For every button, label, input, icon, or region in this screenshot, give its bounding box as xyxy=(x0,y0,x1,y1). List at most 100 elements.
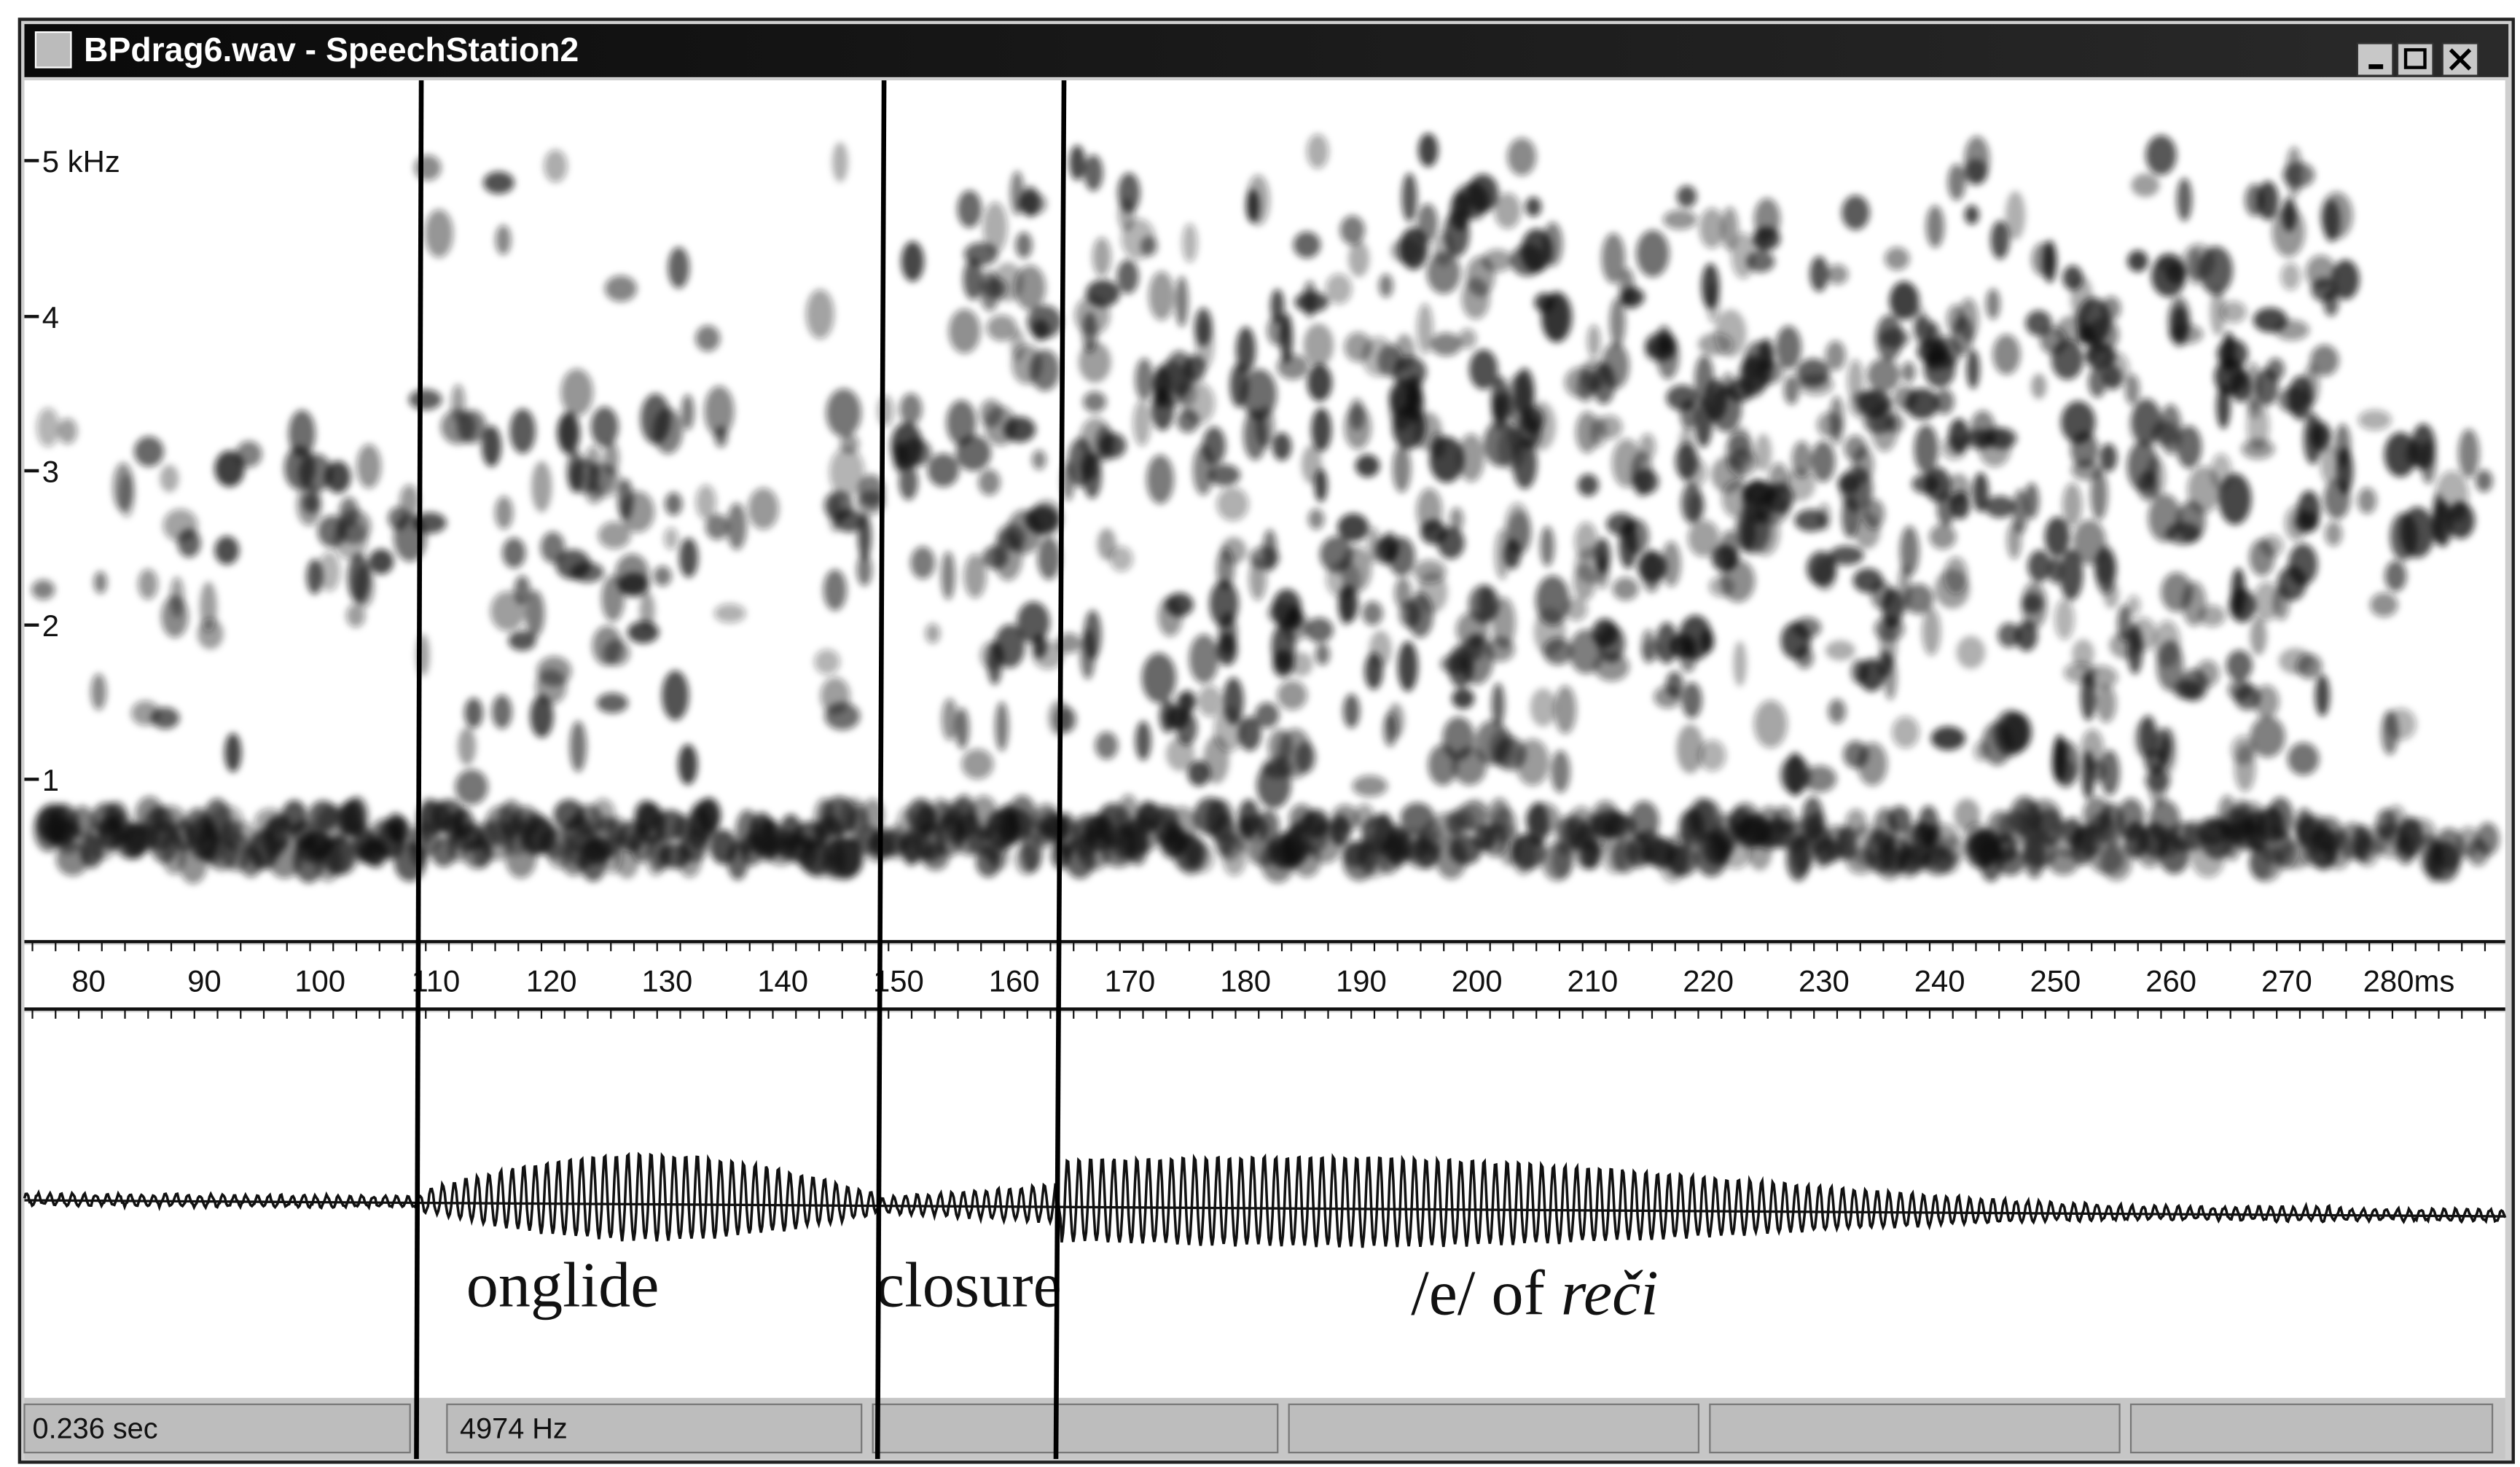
spectrogram-blob xyxy=(1294,232,1321,258)
spectrogram-blob xyxy=(119,474,135,517)
spectrogram-blob xyxy=(1857,390,1891,417)
spectrogram-blob xyxy=(2096,685,2116,723)
spectrogram-blob xyxy=(2045,517,2070,557)
spectrogram-blob xyxy=(1784,375,1799,404)
status-cell xyxy=(873,1404,1278,1452)
minimize-button[interactable] xyxy=(2357,44,2393,76)
spectrogram-blob xyxy=(1636,230,1669,278)
spectrogram-blob xyxy=(1084,154,1103,191)
spectrogram-blob xyxy=(1598,625,1625,662)
spectrogram-blob xyxy=(1030,349,1060,391)
spectrogram-blob xyxy=(1677,186,1697,208)
spectrogram-blob xyxy=(2311,278,2337,301)
spectrogram-blob xyxy=(1095,732,1119,759)
spectrogram-blob xyxy=(2304,413,2323,465)
spectrogram-blob xyxy=(1702,263,1720,309)
spectrogram-blob xyxy=(1948,164,1966,200)
spectrogram-blob xyxy=(1303,324,1334,367)
spectrogram-blob xyxy=(1853,568,1883,593)
spectrogram-blob xyxy=(2101,296,2121,321)
spectrogram-blob xyxy=(531,461,552,512)
spectrogram-blob xyxy=(824,491,853,520)
spectrogram-blob xyxy=(1965,206,1979,224)
spectrogram-blob xyxy=(1826,340,1846,370)
time-label: 220 xyxy=(1683,963,1734,998)
spectrogram-blob xyxy=(1462,278,1490,319)
spectrogram-blob xyxy=(1457,434,1484,482)
spectrogram-blob xyxy=(2134,719,2156,759)
spectrogram-blob xyxy=(2247,399,2262,418)
spectrogram-blob xyxy=(160,465,179,493)
spectrogram-blob xyxy=(1482,249,1513,272)
spectrogram-blob xyxy=(224,733,241,772)
spectrogram-blob xyxy=(1303,281,1317,318)
spectrogram-blob xyxy=(1854,512,1880,549)
spectrogram-blob xyxy=(425,209,453,257)
spectrogram-blob xyxy=(1994,710,2028,756)
spectrogram-blob xyxy=(492,695,512,729)
status-time: 0.236 sec xyxy=(33,1412,158,1444)
spectrogram-blob xyxy=(1885,247,1909,270)
spectrogram-blob xyxy=(1596,558,1609,590)
spectrogram-blob xyxy=(557,412,580,455)
spectrogram-blob xyxy=(1217,488,1249,521)
spectrogram-blob xyxy=(530,695,553,738)
spectrogram-blob xyxy=(1326,273,1352,304)
spectrogram-blob xyxy=(1243,410,1267,461)
spectrogram-blob xyxy=(2153,620,2180,668)
spectrogram-blob xyxy=(1249,558,1267,601)
time-label: 80 xyxy=(71,963,106,998)
spectrogram-blob xyxy=(1377,345,1403,377)
spectrogram-blob xyxy=(1458,182,1489,221)
spectrogram-blob xyxy=(1917,340,1949,364)
spectrogram-blob xyxy=(346,603,365,627)
spectrogram-blob xyxy=(318,515,347,547)
spectrogram-blob xyxy=(2253,685,2279,719)
spectrogram-blob xyxy=(2272,206,2305,257)
app-icon xyxy=(36,32,71,68)
status-cell xyxy=(1710,1404,2119,1452)
spectrogram-blob xyxy=(857,554,872,586)
spectrogram-blob xyxy=(1535,576,1570,626)
spectrogram-blob xyxy=(1290,652,1312,676)
spectrogram-blob xyxy=(1348,240,1369,277)
spectrogram-blob xyxy=(458,727,476,765)
time-label: 240 xyxy=(1914,963,1965,998)
spectrogram-blob xyxy=(1307,364,1332,402)
spectrogram-blob xyxy=(2173,680,2202,700)
spectrogram-blob xyxy=(2286,146,2302,197)
spectrogram-blob xyxy=(1680,399,1697,429)
spectrogram-blob xyxy=(1399,227,1428,270)
spectrogram-blob xyxy=(509,409,536,454)
spectrogram-blob xyxy=(1694,399,1712,447)
spectrogram-blob xyxy=(1133,400,1151,446)
spectrogram-blob xyxy=(31,580,55,600)
spectrogram-blob xyxy=(1498,427,1526,470)
spectrogram-blob xyxy=(2129,402,2163,447)
spectrogram-blob xyxy=(1308,509,1324,530)
spectrogram-blob xyxy=(1811,441,1835,482)
spectrogram-blob xyxy=(1986,289,2000,319)
spectrogram-blob xyxy=(2220,301,2247,323)
window-title: BPdrag6.wav - SpeechStation2 xyxy=(84,31,579,69)
spectrogram-blob xyxy=(1295,742,1316,773)
spectrogram-blob xyxy=(1440,654,1469,674)
spectrogram-blob xyxy=(2145,135,2176,175)
spectrogram-blob xyxy=(823,569,847,611)
spectrogram-blob xyxy=(1879,619,1897,668)
spectrogram-blob xyxy=(1165,592,1193,617)
spectrogram-blob xyxy=(1159,700,1176,733)
spectrogram-blob xyxy=(1086,280,1120,308)
spectrogram-blob xyxy=(1337,514,1369,542)
spectrogram-blob xyxy=(1452,688,1474,708)
spectrogram-blob xyxy=(1414,412,1442,451)
spectrogram-blob xyxy=(1944,557,1968,594)
spectrogram-blob xyxy=(1084,610,1101,660)
spectrogram-blob xyxy=(1622,286,1640,310)
spectrogram-blob xyxy=(502,538,525,568)
spectrogram-blob xyxy=(508,631,536,651)
spectrogram-blob xyxy=(2335,423,2351,466)
spectrogram-blob xyxy=(2127,250,2148,272)
spectrogram-blob xyxy=(1268,729,1293,764)
spectrogram-blob xyxy=(1338,584,1353,625)
